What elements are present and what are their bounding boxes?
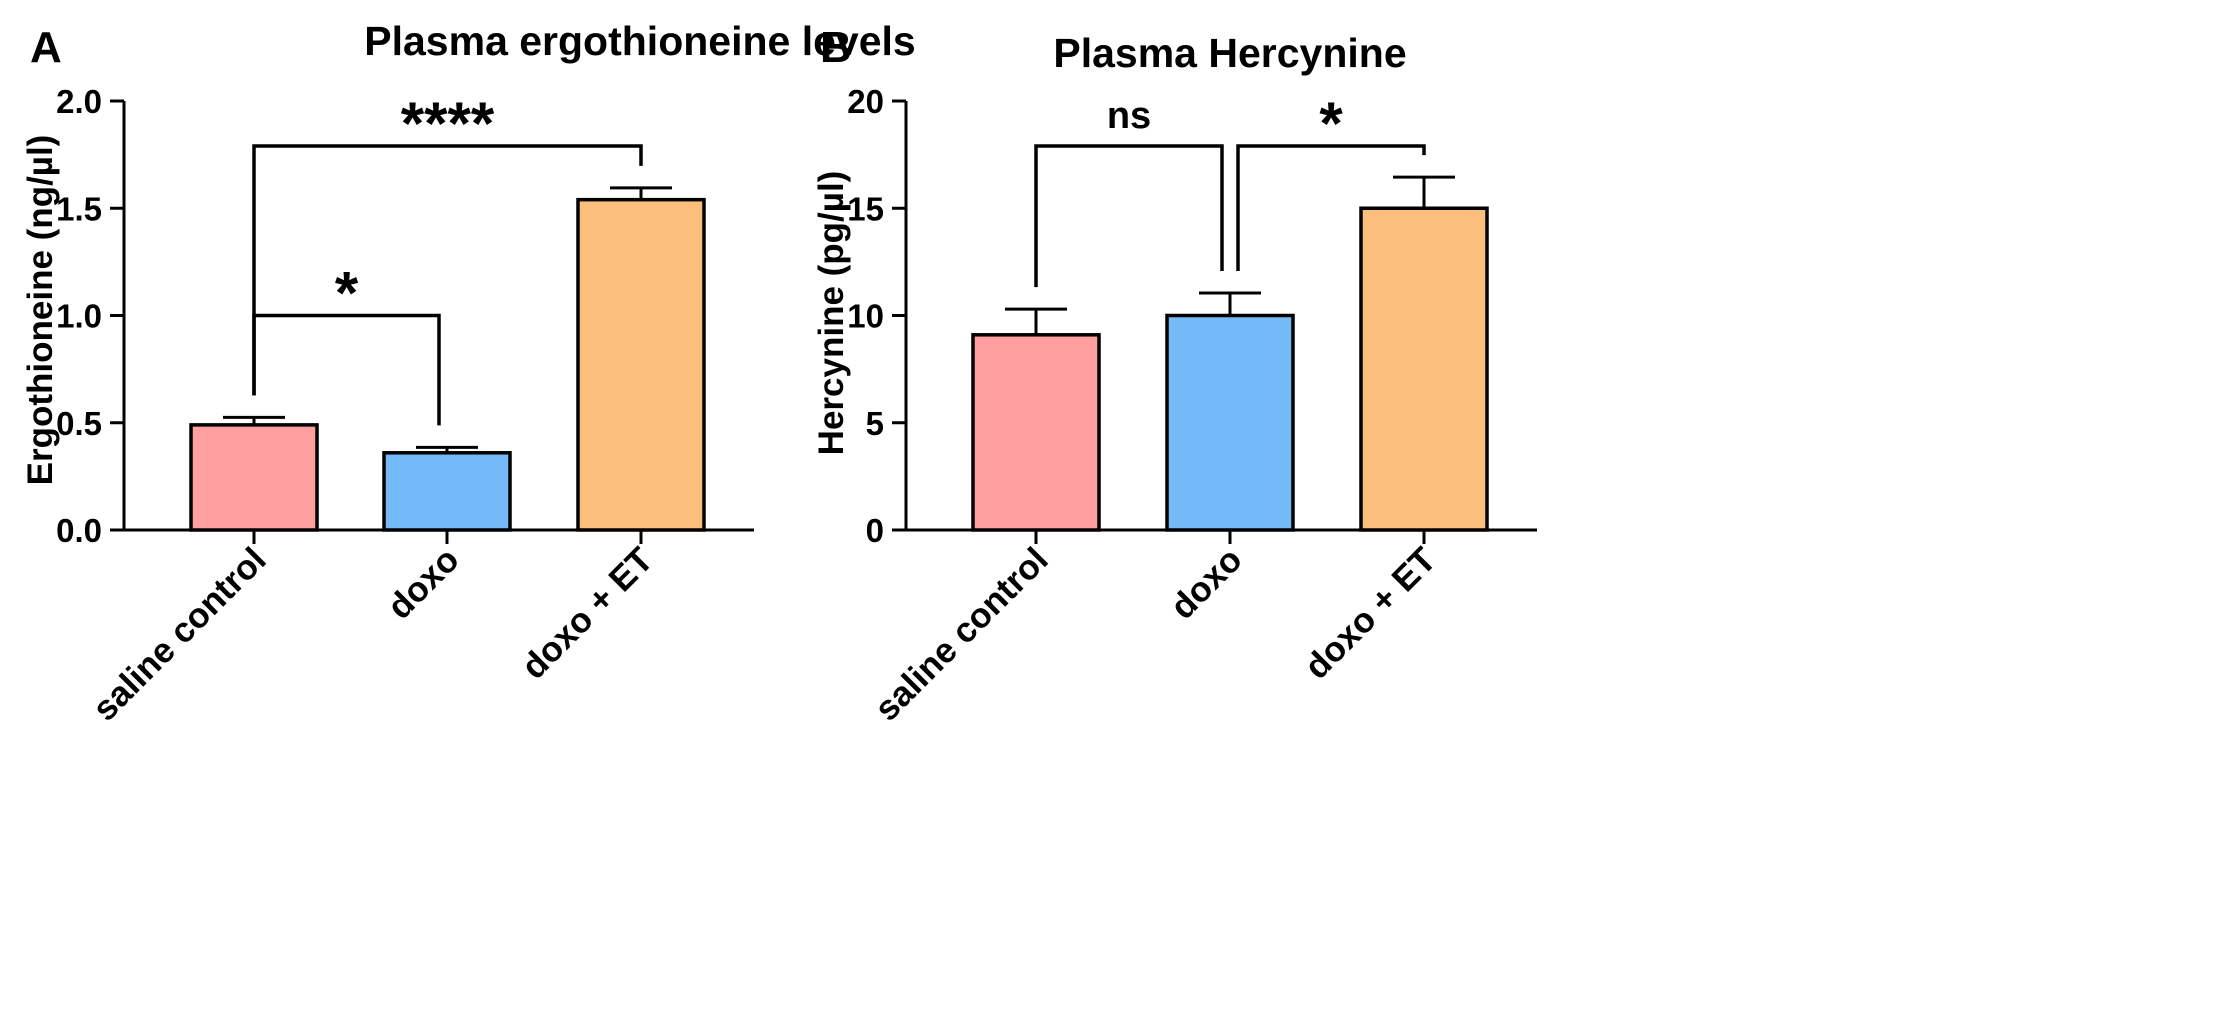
significance-bracket [1034,144,1224,288]
y-tick-label: 1.0 [56,298,102,335]
y-tick-label: 1.5 [56,190,102,227]
category-label: doxo + ET [1297,540,1444,687]
significance-label: * [1319,90,1343,157]
chart-title: Plasma Hercynine [1053,30,1406,76]
y-tick-label: 0.5 [56,405,102,442]
significance-label: * [335,260,359,327]
y-axis-label: Ergothioneine (ng/µl) [21,135,60,486]
bar-doxo [382,451,512,532]
y-tick-label: 20 [847,83,884,120]
chart-panel-a: A Plasma ergothioneine levels Ergothionein… [21,18,916,729]
bar-doxo [1165,313,1295,532]
y-axis-label: Hercynine (pg/µl) [812,171,851,456]
category-label: saline control [85,540,273,728]
y-tick-label: 0 [866,512,884,549]
y-tick-label: 5 [866,405,884,442]
chart-panel-b: B Plasma Hercynine Hercynine (pg/µl) 0 5 10 15… [812,23,1537,729]
bar-doxo-et [576,197,706,532]
y-tick-label: 15 [847,190,884,227]
category-label: saline control [867,540,1055,728]
category-label: doxo [380,540,467,627]
y-tick-label: 2.0 [56,83,102,120]
category-label: doxo + ET [514,540,661,687]
bar-saline-control [189,423,319,532]
category-label: doxo [1163,540,1250,627]
significance-bracket [252,313,441,426]
significance-label: ns [1107,95,1151,137]
bar-saline-control [971,333,1101,532]
significance-bracket [252,144,643,396]
significance-bracket [1236,144,1426,271]
y-tick-label: 10 [847,298,884,335]
bar-doxo-et [1359,206,1489,532]
y-tick-label: 0.0 [56,512,102,549]
panel-letter: B [820,23,852,72]
significance-label: **** [401,90,495,157]
panel-letter: A [30,23,62,72]
chart-title: Plasma ergothioneine levels [364,18,915,64]
